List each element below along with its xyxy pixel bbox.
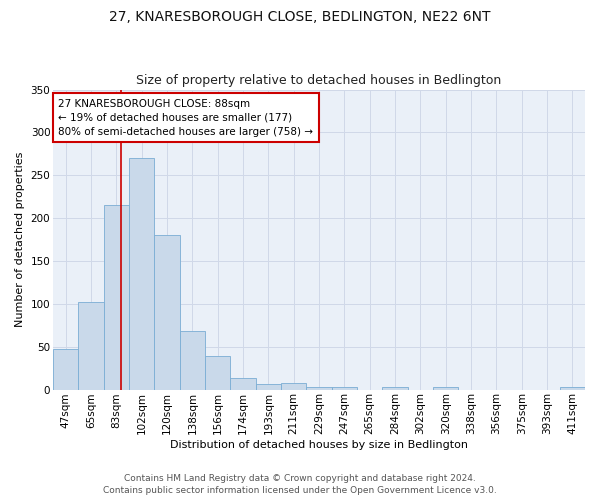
X-axis label: Distribution of detached houses by size in Bedlington: Distribution of detached houses by size … bbox=[170, 440, 468, 450]
Bar bbox=[53, 350, 79, 390]
Y-axis label: Number of detached properties: Number of detached properties bbox=[15, 152, 25, 327]
Bar bbox=[104, 206, 129, 390]
Title: Size of property relative to detached houses in Bedlington: Size of property relative to detached ho… bbox=[136, 74, 502, 87]
Bar bbox=[382, 387, 407, 390]
Text: 27, KNARESBOROUGH CLOSE, BEDLINGTON, NE22 6NT: 27, KNARESBOROUGH CLOSE, BEDLINGTON, NE2… bbox=[109, 10, 491, 24]
Bar bbox=[129, 158, 154, 390]
Bar bbox=[256, 384, 281, 390]
Bar bbox=[332, 387, 357, 390]
Bar bbox=[180, 332, 205, 390]
Text: Contains HM Land Registry data © Crown copyright and database right 2024.
Contai: Contains HM Land Registry data © Crown c… bbox=[103, 474, 497, 495]
Bar bbox=[154, 236, 180, 390]
Bar bbox=[281, 382, 307, 390]
Bar bbox=[560, 387, 585, 390]
Bar bbox=[307, 387, 332, 390]
Bar bbox=[230, 378, 256, 390]
Text: 27 KNARESBOROUGH CLOSE: 88sqm
← 19% of detached houses are smaller (177)
80% of : 27 KNARESBOROUGH CLOSE: 88sqm ← 19% of d… bbox=[58, 98, 313, 136]
Bar bbox=[79, 302, 104, 390]
Bar bbox=[433, 387, 458, 390]
Bar bbox=[205, 356, 230, 390]
